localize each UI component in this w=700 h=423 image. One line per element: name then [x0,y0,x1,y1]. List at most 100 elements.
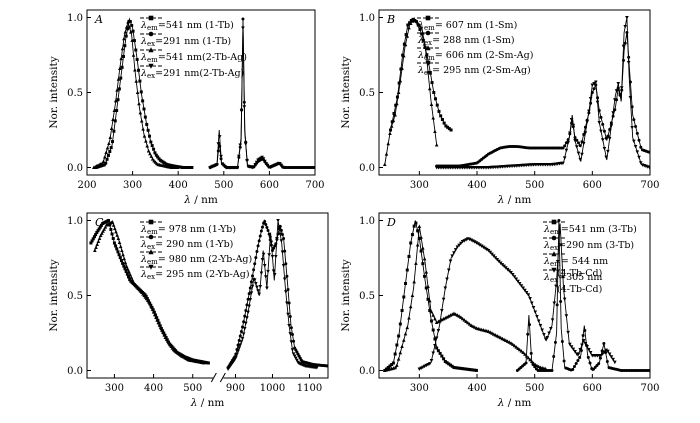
panel-a: 200 300 400 500 600 700 0.0 0.5 1.0 λ / nm Nor. in… [48,9,325,206]
data-point [238,334,242,338]
data-point [471,239,475,243]
legend-label: λex= 290 nm (1-Yb) [140,239,233,251]
data-point [206,361,210,365]
data-point [252,165,256,169]
data-point [250,284,255,289]
data-point [258,285,263,289]
data-point [110,220,115,224]
data-point [147,134,151,138]
legend-entry: λem= 607 nm (1-Sm) [417,15,517,32]
data-point [519,349,524,353]
data-point [453,248,458,252]
data-point [517,282,522,286]
data-point [493,256,498,260]
legend-label: λem=541 nm(2-Tb-Ag) [140,52,247,64]
data-point [445,361,449,365]
data-point [459,241,463,246]
data-point [122,36,126,41]
data-point [577,141,581,145]
data-point [521,286,525,290]
y-tick-label: 0.5 [359,88,375,99]
data-point [418,28,422,31]
data-point [283,249,287,253]
data-point [601,122,605,126]
data-point [271,269,276,273]
data-point [154,315,158,319]
data-point [245,316,249,320]
data-point [243,314,247,318]
data-point [447,127,451,131]
data-point [455,245,460,249]
data-point [405,325,410,330]
data-point [126,27,130,31]
data-point [568,342,572,347]
legend-entry: λem=541 nm (3-Tb) [543,219,637,236]
data-point [540,328,544,332]
legend-marker [425,15,431,21]
data-point [578,356,582,359]
data-point [275,237,279,241]
axis-break-mark [219,372,226,383]
data-point [483,246,487,251]
legend-label: λex= 295 nm (2-Sm-Ag) [417,65,531,77]
legend-label: λex=291 nm(2-Tb-Ag) [140,68,244,80]
data-point [613,98,617,102]
data-point [634,125,638,128]
data-point [562,359,566,363]
data-point [479,244,484,248]
data-point [153,151,157,155]
data-point [280,250,285,254]
data-point [400,344,404,348]
y-tick-label: 1.0 [67,216,83,227]
y-axis-label: Nor. intensity [340,56,352,128]
data-point [144,294,148,298]
data-point [604,136,608,140]
x-tick-label: 1100 [297,383,322,394]
data-point [241,325,245,329]
data-point [110,232,114,236]
data-point [630,126,634,130]
legend-marker [551,267,557,273]
data-point [429,102,434,106]
legend-label: λex=305 nm [543,272,602,284]
data-point [287,324,291,328]
series [417,223,617,371]
data-point [280,232,284,236]
data-point [592,82,596,86]
data-point [145,122,149,126]
data-point [139,119,144,123]
data-point [104,161,108,165]
data-point [614,89,619,93]
data-point [235,352,239,357]
data-point [241,332,246,336]
data-point [609,355,614,359]
data-point [398,350,403,355]
data-point [137,68,141,72]
data-point [96,229,100,233]
data-point [131,29,135,33]
legend-entry: λex=290 nm (3-Tb) [543,235,634,252]
legend-label: λem= 544 nm [543,256,608,268]
data-point [141,99,145,103]
data-point [531,361,536,365]
data-point [436,349,440,353]
data-point [277,225,281,230]
data-point [409,19,413,22]
data-point [586,355,590,359]
data-point [419,235,423,239]
data-point [509,341,513,345]
data-point [583,329,587,332]
data-point [594,80,598,84]
data-point [113,226,117,231]
data-point [426,69,430,74]
data-point [434,320,439,324]
data-point [395,363,399,367]
data-point [397,334,401,338]
data-point [134,79,139,83]
data-point [326,364,328,368]
data-point [633,145,638,149]
legend-marker [148,219,154,225]
y-tick-label: 0.5 [67,88,83,99]
data-point [279,239,284,243]
data-point [581,334,585,337]
